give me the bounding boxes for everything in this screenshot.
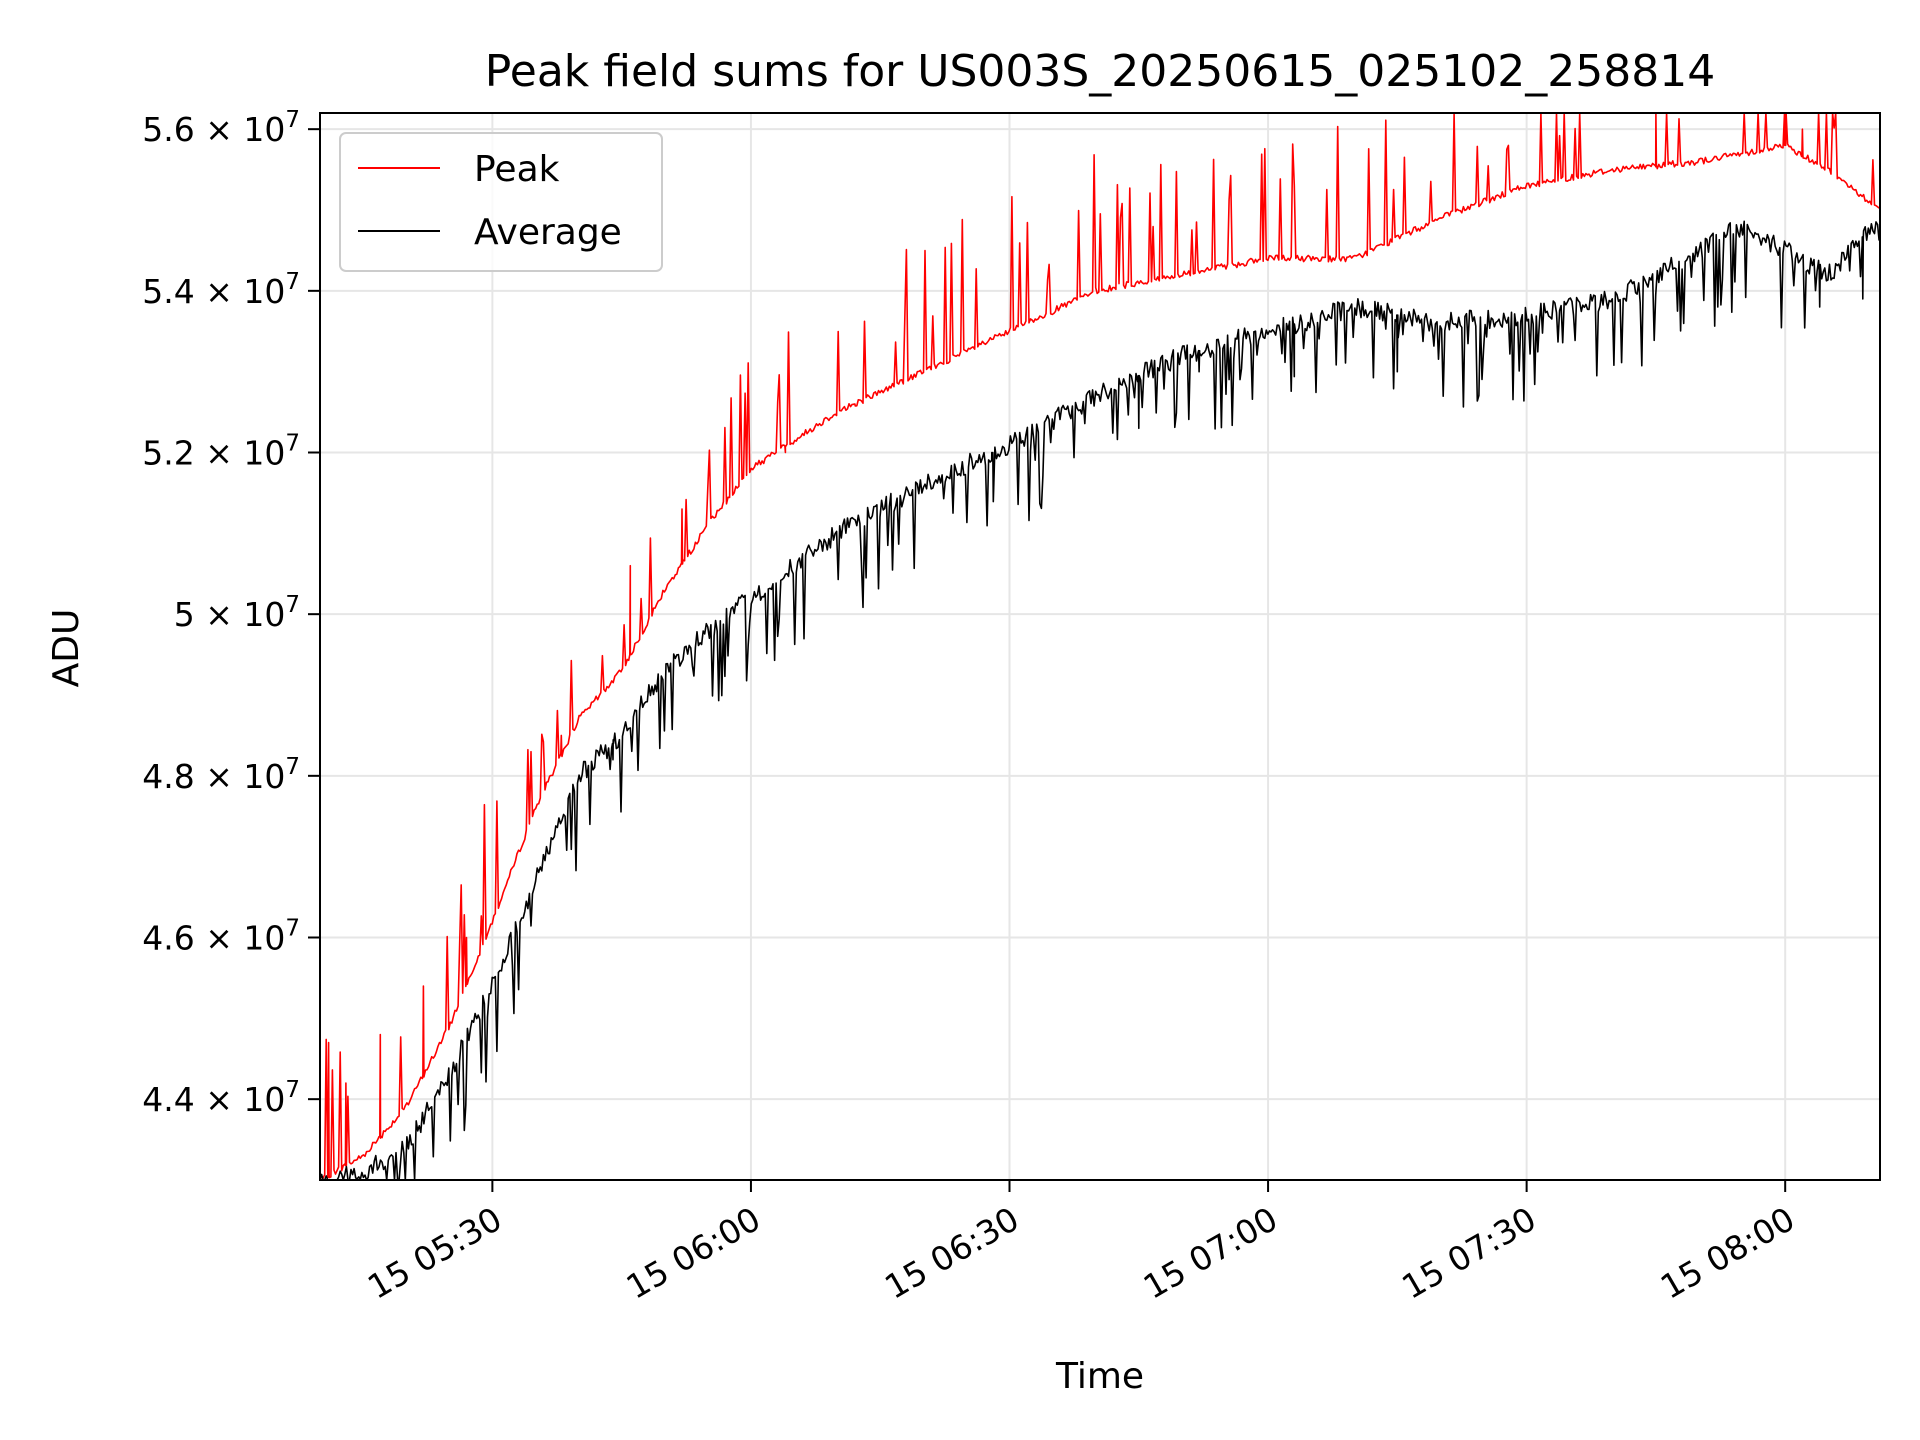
- chart-title: Peak field sums for US003S_20250615_0251…: [485, 46, 1715, 97]
- y-axis: 4.4 × 107 4.6 × 107 4.8 × 107 5 × 107 5.2 × …: [142, 107, 320, 1119]
- y-tick-label: 4.4 × 107: [142, 1077, 300, 1119]
- legend: Peak Average: [339, 132, 663, 272]
- y-tick-label: 4.8 × 107: [142, 754, 300, 796]
- y-tick-label: 5 × 107: [174, 592, 300, 634]
- y-axis-title: ADU: [46, 609, 87, 688]
- y-tick-label: 5.2 × 107: [142, 431, 300, 473]
- y-tick-label: 5.4 × 107: [142, 269, 300, 311]
- series-layer: [319, 112, 1880, 1181]
- x-axis-title: Time: [1055, 1356, 1144, 1397]
- legend-label-average: Average: [474, 212, 622, 253]
- grid: [320, 113, 1880, 1180]
- series-line-average: [319, 220, 1880, 1181]
- y-tick-label: 4.6 × 107: [142, 916, 300, 958]
- series-line-peak: [319, 112, 1880, 1181]
- legend-label-peak: Peak: [474, 149, 560, 190]
- y-tick-label: 5.6 × 107: [142, 107, 300, 149]
- plot-frame: [319, 112, 1881, 1181]
